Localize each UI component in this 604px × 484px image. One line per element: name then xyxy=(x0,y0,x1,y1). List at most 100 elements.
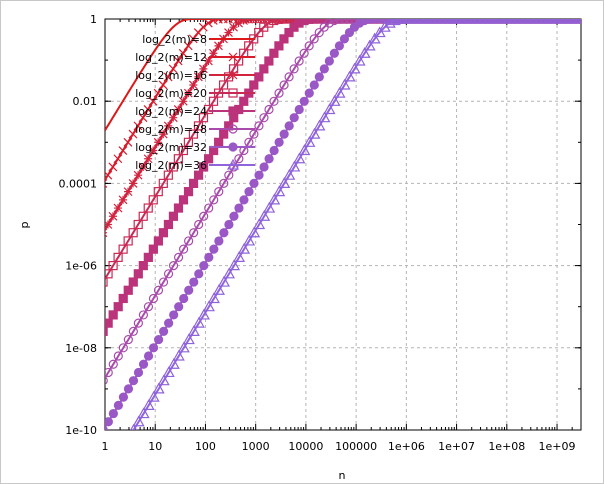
series-point-28 xyxy=(158,277,169,287)
series-point-36 xyxy=(268,193,281,205)
legend-swatch-marker xyxy=(228,124,238,134)
y-tick-label: 1e-10 xyxy=(65,424,97,437)
series-point-20 xyxy=(69,327,77,335)
series-point-32 xyxy=(209,244,219,254)
series-point-36 xyxy=(318,111,331,123)
series-point-32 xyxy=(304,88,314,98)
series-point-20 xyxy=(244,41,254,51)
series-point-36 xyxy=(132,415,145,427)
series-point-12 xyxy=(105,178,108,188)
series-point-28 xyxy=(264,104,274,115)
series-point-24 xyxy=(188,178,199,189)
series-point-16 xyxy=(203,56,213,66)
series-point-32 xyxy=(229,211,239,221)
series-point-36 xyxy=(243,234,256,246)
series-point-20 xyxy=(123,236,133,246)
series-point-20 xyxy=(94,286,102,294)
legend-label: log_2(m)=28 xyxy=(135,123,207,136)
series-point-12 xyxy=(74,221,82,229)
series-point-36 xyxy=(283,168,296,180)
series-point-32 xyxy=(204,252,214,262)
series-layer xyxy=(14,19,581,434)
series-point-28 xyxy=(284,72,294,82)
series-point-20 xyxy=(183,137,194,147)
series-point-20 xyxy=(84,303,92,311)
series-point-12 xyxy=(173,56,183,66)
series-point-36 xyxy=(373,26,386,38)
series-point-28 xyxy=(184,236,194,246)
series-point-20 xyxy=(218,80,229,90)
series-point-20 xyxy=(143,203,153,213)
series-point-24 xyxy=(133,269,143,279)
series-point-32 xyxy=(279,129,289,139)
series-point-12 xyxy=(18,311,26,319)
series-point-36 xyxy=(152,382,165,394)
series-point-20 xyxy=(284,19,294,24)
series-point-36 xyxy=(167,358,180,369)
series-point-28 xyxy=(209,195,219,205)
series-point-32 xyxy=(294,104,304,115)
series-point-28 xyxy=(189,228,199,238)
series-point-32 xyxy=(105,417,113,427)
series-point-16 xyxy=(188,80,198,90)
series-20 xyxy=(14,19,581,426)
series-point-28 xyxy=(259,113,269,123)
series-point-28 xyxy=(118,343,128,353)
series-point-24 xyxy=(64,385,72,393)
series-point-12 xyxy=(29,294,37,302)
series-point-16 xyxy=(19,360,27,368)
series-point-36 xyxy=(323,103,336,115)
series-point-16 xyxy=(153,137,163,147)
series-point-12 xyxy=(198,22,208,32)
series-point-12 xyxy=(203,19,213,28)
series-point-16 xyxy=(64,286,72,294)
y-tick-label: 1e-06 xyxy=(65,260,97,273)
series-point-12 xyxy=(133,121,143,131)
legend-label: log_2(m)=8 xyxy=(142,33,207,46)
series-point-28 xyxy=(168,261,179,271)
series-point-36 xyxy=(187,325,200,336)
x-tick-label: 100000 xyxy=(335,440,377,453)
series-point-36 xyxy=(338,78,351,90)
series-point-36 xyxy=(248,226,261,238)
series-point-28 xyxy=(304,41,314,51)
series-point-16 xyxy=(59,294,67,302)
series-point-12 xyxy=(23,303,31,311)
series-point-36 xyxy=(177,341,190,353)
series-point-32 xyxy=(138,359,149,369)
series-point-20 xyxy=(44,368,52,376)
series-point-20 xyxy=(269,19,279,26)
series-point-20 xyxy=(49,360,57,368)
series-point-16 xyxy=(224,28,233,37)
series-point-12 xyxy=(54,253,62,261)
series-point-32 xyxy=(284,121,294,131)
series-point-24 xyxy=(279,34,289,44)
series-point-24 xyxy=(44,418,52,426)
series-point-28 xyxy=(199,211,209,221)
series-point-20 xyxy=(34,385,42,393)
series-point-32 xyxy=(334,41,345,51)
series-point-28 xyxy=(339,19,349,24)
series-point-24 xyxy=(69,377,77,385)
series-point-16 xyxy=(105,228,108,238)
series-point-16 xyxy=(168,113,178,123)
series-point-32 xyxy=(309,80,319,90)
series-point-20 xyxy=(229,64,239,74)
series-point-28 xyxy=(289,64,299,74)
series-point-20 xyxy=(203,104,214,115)
series-point-24 xyxy=(39,426,47,434)
series-point-16 xyxy=(193,72,203,82)
series-point-28 xyxy=(123,334,133,345)
series-point-20 xyxy=(254,27,264,38)
series-point-32 xyxy=(219,228,229,238)
series-point-12 xyxy=(158,80,168,90)
series-point-12 xyxy=(188,34,198,44)
series-point-16 xyxy=(69,278,77,286)
series-point-32 xyxy=(244,187,254,197)
series-point-20 xyxy=(14,418,22,426)
series-point-36 xyxy=(288,160,301,172)
legend-label: log_2(m)=20 xyxy=(135,87,207,100)
series-point-36 xyxy=(222,267,236,279)
series-point-24 xyxy=(269,48,279,58)
series-point-28 xyxy=(344,19,354,24)
